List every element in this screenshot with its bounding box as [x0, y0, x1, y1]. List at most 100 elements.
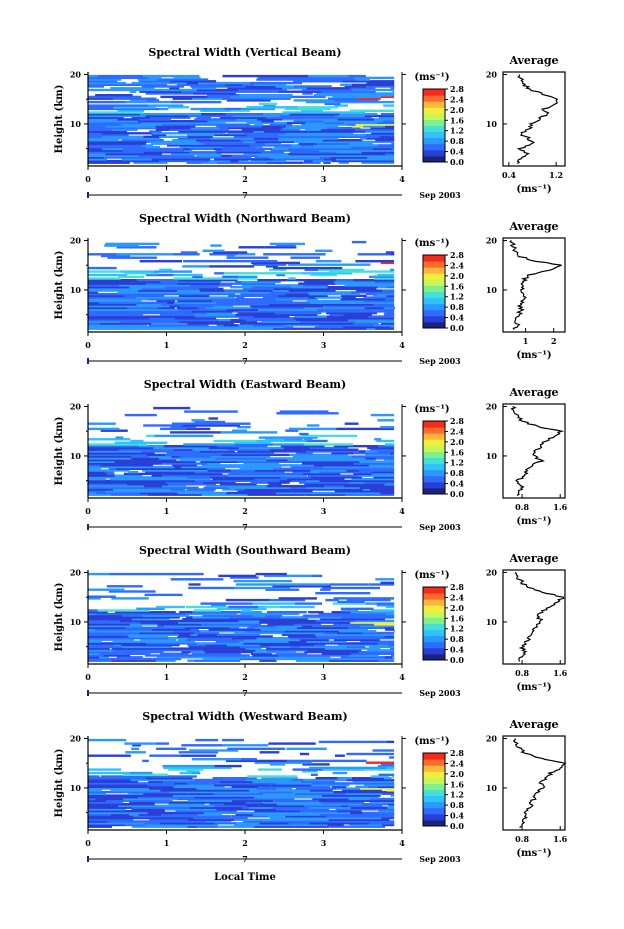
- heatmap-cell: [365, 292, 378, 296]
- heatmap-cell: [249, 298, 276, 301]
- heatmap-cell: [212, 118, 237, 121]
- heatmap-cell: [88, 327, 110, 330]
- heatmap-cell: [346, 123, 356, 126]
- heatmap-cell: [188, 114, 233, 118]
- heatmap-cell: [200, 109, 232, 112]
- heatmap-cell: [322, 139, 363, 142]
- heatmap-cell: [88, 76, 149, 80]
- profile-x-tick-label: 0.8: [515, 834, 529, 844]
- heatmap-cell: [342, 488, 363, 491]
- heatmap-cell: [88, 445, 140, 448]
- heatmap-cell: [95, 612, 132, 616]
- heatmap-cell: [286, 121, 306, 125]
- heatmap-cell: [351, 291, 395, 294]
- heatmap-cell: [349, 142, 373, 145]
- heatmap-cell: [379, 813, 395, 816]
- heatmap-cell: [328, 97, 358, 100]
- heatmap-cell: [237, 118, 257, 121]
- heatmap-cell: [105, 643, 114, 647]
- heatmap-cell: [377, 292, 395, 296]
- heatmap-cell: [145, 114, 189, 118]
- profile-y-tick-label: 20: [486, 401, 498, 411]
- heatmap-cell: [238, 619, 260, 623]
- heatmap-cell: [295, 787, 337, 790]
- heatmap-cell: [147, 616, 180, 619]
- heatmap-cell: [144, 822, 160, 825]
- heatmap-cell: [280, 476, 311, 479]
- x-tick-label: 0: [85, 838, 91, 848]
- heatmap-cell: [159, 457, 216, 460]
- heatmap-cell: [88, 145, 147, 149]
- heatmap-cell: [394, 306, 396, 310]
- heatmap-cell: [244, 488, 305, 491]
- heatmap-cell: [292, 768, 323, 771]
- heatmap-cell: [203, 142, 223, 145]
- heatmap-cell: [147, 453, 158, 457]
- heatmap-cell: [190, 147, 214, 151]
- heatmap-cell: [227, 747, 268, 750]
- heatmap-cell: [287, 458, 342, 462]
- colorbar-swatch: [423, 587, 445, 594]
- heatmap-cell: [331, 159, 384, 163]
- heatmap-cell: [342, 789, 382, 792]
- heatmap-cell: [88, 472, 108, 476]
- heatmap-cell: [303, 161, 321, 164]
- heatmap-cell: [88, 120, 138, 123]
- heatmap-cell: [366, 327, 376, 330]
- heatmap-cell: [319, 471, 372, 474]
- heatmap-cell: [195, 818, 235, 821]
- heatmap-cell: [88, 306, 128, 310]
- heatmap-cell: [227, 643, 261, 647]
- heatmap-cell: [218, 624, 250, 628]
- heatmap-cell: [360, 787, 395, 790]
- heatmap-cell: [213, 439, 257, 443]
- heatmap-cell: [96, 126, 157, 130]
- heatmap-cell: [291, 778, 304, 782]
- heatmap-cell: [319, 156, 331, 159]
- heatmap-cell: [182, 618, 241, 621]
- heatmap-cell: [269, 598, 306, 602]
- heatmap-cell: [368, 614, 395, 617]
- heatmap-cell: [334, 152, 386, 156]
- heatmap-cell: [88, 778, 131, 782]
- heatmap-cell: [288, 277, 296, 280]
- heatmap-cell: [182, 147, 191, 151]
- heatmap-cell: [213, 792, 256, 795]
- colorbar-tick-label: 1.2: [450, 126, 464, 136]
- colorbar-tick-label: 0.0: [450, 323, 464, 333]
- heatmap-cell: [205, 144, 230, 147]
- heatmap-cell: [139, 445, 164, 448]
- heatmap-cell: [252, 650, 296, 654]
- heatmap-cell: [102, 135, 144, 138]
- heatmap-cell: [157, 775, 197, 778]
- heatmap-cell: [290, 256, 321, 259]
- heatmap-cell: [166, 301, 175, 304]
- heatmap-cell: [115, 436, 124, 439]
- heatmap-cell: [263, 574, 312, 578]
- heatmap-cell: [293, 80, 343, 83]
- heatmap-cell: [313, 427, 337, 431]
- y-tick-label: 20: [70, 733, 82, 743]
- heatmap-cell: [140, 450, 200, 453]
- heatmap-cell: [252, 640, 289, 643]
- heatmap-cell: [88, 808, 126, 811]
- heatmap-cell: [352, 279, 395, 282]
- heatmap-cell: [88, 273, 127, 277]
- heatmap-cell: [110, 789, 161, 792]
- heatmap-cell: [239, 467, 274, 470]
- heatmap-cell: [353, 479, 381, 483]
- heatmap-cell: [390, 135, 395, 138]
- heatmap-cell: [276, 244, 296, 247]
- heatmap-cell: [390, 647, 395, 650]
- heatmap-cell: [88, 277, 121, 280]
- heatmap-cell: [350, 611, 395, 614]
- heatmap-cell: [88, 804, 112, 808]
- heatmap-cell: [324, 145, 351, 149]
- heatmap-cell: [313, 94, 327, 97]
- heatmap-cell: [374, 438, 382, 441]
- heatmap-cell: [286, 477, 345, 481]
- colorbar-swatch: [423, 143, 445, 151]
- heatmap-cell: [193, 609, 221, 612]
- heatmap-cell: [162, 474, 217, 477]
- heatmap-cell: [136, 296, 166, 299]
